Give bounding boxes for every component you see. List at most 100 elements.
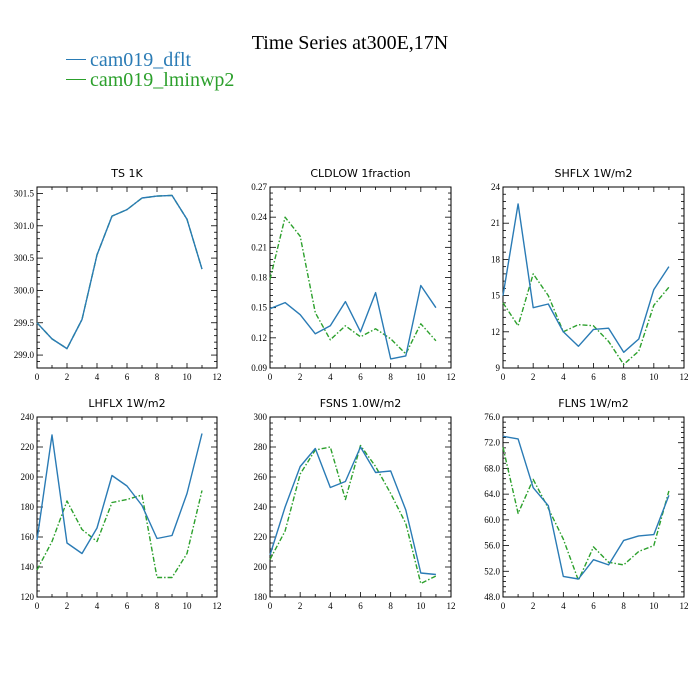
series-line-dflt: [36, 194, 203, 350]
series-line-lminwp2: [269, 444, 437, 585]
panel-title: FSNS 1.0W/m2: [320, 397, 402, 410]
legend: cam019_dflt cam019_lminwp2: [66, 50, 234, 90]
y-tick-label: 0.21: [251, 242, 267, 252]
y-tick-label: 200: [254, 562, 268, 572]
x-tick-label: 8: [155, 372, 160, 382]
x-tick-label: 4: [561, 601, 566, 611]
x-tick-label: 0: [268, 372, 273, 382]
y-tick-label: 280: [254, 442, 268, 452]
y-tick-label: 18: [491, 254, 501, 264]
x-tick-label: 12: [213, 372, 222, 382]
y-tick-label: 60.0: [484, 515, 500, 525]
series-line-dflt: [36, 433, 203, 555]
x-tick-label: 8: [155, 601, 160, 611]
x-tick-label: 2: [298, 601, 303, 611]
y-tick-label: 64.0: [484, 489, 500, 499]
x-tick-label: 2: [531, 601, 536, 611]
x-tick-label: 0: [35, 601, 40, 611]
series-line-lminwp2: [36, 490, 203, 579]
y-tick-label: 299.0: [14, 350, 35, 360]
y-tick-label: 76.0: [484, 412, 500, 422]
y-tick-label: 240: [21, 412, 35, 422]
y-tick-label: 200: [21, 472, 35, 482]
plot-frame: [36, 416, 218, 598]
x-tick-label: 2: [65, 601, 70, 611]
y-tick-label: 9: [496, 363, 501, 373]
y-tick-label: 12: [491, 327, 500, 337]
y-tick-label: 52.0: [484, 566, 500, 576]
y-tick-label: 220: [21, 442, 35, 452]
plot-frame: [502, 186, 685, 369]
series-line-lminwp2: [36, 194, 203, 350]
x-tick-label: 6: [591, 372, 596, 382]
y-tick-label: 15: [491, 291, 501, 301]
chart-panel-1: TS 1K 0 2 4 6 8 10 12 299.0 299.5 300.0 300.5 301.0 3…: [14, 167, 222, 382]
figure-title: Time Series at300E,17N: [251, 32, 449, 54]
legend-label-lminwp2: cam019_lminwp2: [90, 69, 235, 91]
y-tick-label: 300: [254, 412, 268, 422]
plot-frame: [36, 186, 218, 369]
y-tick-label: 0.12: [251, 333, 267, 343]
chart-panel-4: LHFLX 1W/m2 0 2 4 6 8 10 12 120 140 160 180 200 220 24…: [21, 397, 222, 611]
x-tick-label: 8: [621, 601, 626, 611]
panel-title: LHFLX 1W/m2: [88, 397, 165, 410]
plot-frame: [502, 416, 685, 598]
x-tick-label: 2: [65, 372, 70, 382]
x-tick-label: 4: [328, 372, 333, 382]
x-tick-label: 10: [416, 601, 426, 611]
y-tick-label: 160: [21, 532, 35, 542]
x-tick-label: 12: [213, 601, 222, 611]
y-tick-label: 260: [254, 472, 268, 482]
y-tick-label: 0.09: [251, 363, 267, 373]
series-line-dflt: [269, 446, 436, 576]
legend-item-lminwp2: cam019_lminwp2: [66, 70, 234, 90]
x-tick-label: 10: [416, 372, 426, 382]
series-line-lminwp2: [502, 447, 670, 581]
x-tick-label: 4: [95, 372, 100, 382]
y-tick-label: 180: [21, 502, 35, 512]
panel-title: TS 1K: [110, 167, 143, 180]
panel-title: SHFLX 1W/m2: [554, 167, 632, 180]
y-tick-label: 180: [254, 592, 268, 602]
x-tick-label: 4: [328, 601, 333, 611]
x-tick-label: 2: [298, 372, 303, 382]
y-tick-label: 21: [491, 218, 500, 228]
y-tick-label: 140: [21, 562, 35, 572]
legend-swatch-lminwp2: [66, 78, 86, 80]
panel-title: FLNS 1W/m2: [558, 397, 628, 410]
x-tick-label: 0: [501, 372, 506, 382]
y-tick-label: 0.24: [251, 212, 267, 222]
chart-panel-5: FSNS 1.0W/m2 0 2 4 6 8 10 12 180 200 220 240 260 280 3…: [254, 397, 456, 611]
x-tick-label: 12: [447, 372, 456, 382]
y-tick-label: 0.18: [251, 273, 267, 283]
series-line-lminwp2: [502, 273, 670, 366]
x-tick-label: 10: [649, 372, 659, 382]
y-tick-label: 301.5: [14, 188, 35, 198]
y-tick-label: 300.0: [14, 285, 35, 295]
y-tick-label: 240: [254, 502, 268, 512]
x-tick-label: 2: [531, 372, 536, 382]
x-tick-label: 4: [561, 372, 566, 382]
x-tick-label: 8: [388, 372, 393, 382]
legend-label-dflt: cam019_dflt: [90, 49, 192, 71]
plot-frame: [269, 416, 452, 598]
y-tick-label: 24: [491, 182, 501, 192]
legend-item-dflt: cam019_dflt: [66, 50, 234, 70]
x-tick-label: 6: [125, 372, 130, 382]
panel-title: CLDLOW 1fraction: [310, 167, 410, 180]
x-tick-label: 0: [35, 372, 40, 382]
x-tick-label: 8: [621, 372, 626, 382]
plot-frame: [269, 186, 452, 369]
x-tick-label: 10: [649, 601, 659, 611]
x-tick-label: 12: [447, 601, 456, 611]
x-tick-label: 6: [125, 601, 130, 611]
legend-swatch-dflt: [66, 58, 86, 60]
x-tick-label: 10: [183, 372, 193, 382]
y-tick-label: 48.0: [484, 592, 500, 602]
x-tick-label: 6: [358, 372, 363, 382]
x-tick-label: 0: [501, 601, 506, 611]
y-tick-label: 68.0: [484, 463, 500, 473]
